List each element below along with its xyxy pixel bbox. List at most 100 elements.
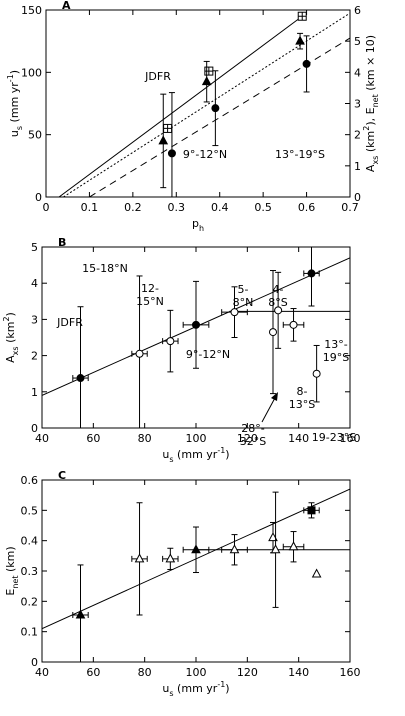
annotation: JDFR — [56, 316, 83, 329]
point — [270, 544, 281, 554]
point — [289, 320, 298, 329]
annotation: 28°- — [241, 422, 264, 435]
fit-line — [58, 15, 303, 197]
point — [135, 349, 144, 358]
y-tick-label: 100 — [21, 66, 42, 79]
annotation: 9°-12°N — [183, 148, 227, 161]
x-tick-label: 40 — [35, 432, 49, 445]
point — [229, 544, 240, 554]
y-axis-label-part: E — [4, 589, 17, 596]
point — [75, 609, 86, 619]
x-axis-label-part: ) — [225, 448, 229, 461]
panel-label: B — [58, 236, 66, 249]
y-axis-label: us (mm yr-1) — [6, 70, 24, 137]
annotation: 13°-19°S — [275, 148, 325, 161]
y-tick-label: 1 — [31, 386, 38, 399]
x-tick-label: 80 — [138, 432, 152, 445]
x-tick-label: 0.4 — [211, 201, 229, 214]
point — [307, 506, 316, 515]
y2-tick-label: 4 — [354, 66, 361, 79]
x-axis-label: ph — [192, 217, 204, 233]
y-tick-label: 0.5 — [21, 504, 39, 517]
x-axis-label-part: s — [169, 455, 173, 464]
y2-axis-label-part: xs — [371, 156, 380, 165]
x-tick-label: 0 — [43, 201, 50, 214]
point — [269, 328, 277, 337]
x-tick-label: 0.7 — [341, 201, 359, 214]
point — [167, 149, 176, 158]
y-tick-label: 4 — [31, 277, 38, 290]
point — [288, 541, 299, 551]
y-axis-label-part: A — [4, 355, 17, 363]
point — [134, 553, 145, 563]
x-axis-label-part: u — [162, 682, 169, 695]
point — [312, 369, 321, 378]
y-axis-label-part: ) — [8, 70, 21, 74]
y2-axis-label-part: (km — [364, 131, 377, 156]
y2-tick-label: 0 — [354, 191, 361, 204]
y-tick-label: 2 — [31, 350, 38, 363]
x-tick-label: 160 — [340, 432, 361, 445]
annotation: 5- — [238, 283, 249, 296]
y-axis-label-part: net — [11, 576, 20, 589]
annotation-arrow — [261, 395, 277, 423]
y-tick-label: 5 — [31, 241, 38, 254]
y-tick-label: 0.1 — [21, 626, 39, 639]
y2-tick-label: 1 — [354, 160, 361, 173]
point — [274, 306, 283, 315]
x-axis-label-part: u — [162, 448, 169, 461]
y-axis-label: Enet (km) — [4, 546, 20, 595]
y2-tick-label: 5 — [354, 35, 361, 48]
annotation: 12- — [141, 282, 159, 295]
y-axis-label-part: (mm yr — [8, 82, 21, 126]
point — [165, 553, 176, 563]
y2-axis-label-part: net — [371, 94, 380, 107]
y-tick-label: 0.4 — [21, 535, 39, 548]
y2-tick-label: 3 — [354, 98, 361, 111]
annotation: 8°S — [268, 296, 287, 309]
y-tick-label: 50 — [28, 129, 42, 142]
point — [302, 59, 311, 68]
annotation-arrowhead — [271, 392, 278, 401]
x-tick-label: 0.2 — [124, 201, 142, 214]
annotation: 19-23°S — [312, 431, 356, 444]
annotation: 4- — [273, 283, 284, 296]
point — [192, 320, 200, 329]
y-axis-label-part: 2 — [2, 316, 11, 321]
x-axis-label-part: (mm yr — [174, 448, 218, 461]
y-axis-label-part: ) — [4, 312, 17, 316]
y-axis-label-part: -1 — [6, 74, 15, 82]
x-axis-label-part: -1 — [217, 680, 225, 689]
y2-axis-label: Axs (km2), Enet (km × 10) — [362, 35, 380, 172]
x-tick-label: 120 — [237, 666, 258, 679]
panel-label: C — [58, 469, 66, 482]
y-axis-label-part: (km — [4, 322, 17, 347]
fit-line — [63, 12, 350, 197]
fit-line — [89, 37, 350, 197]
plot-area — [58, 11, 350, 197]
x-tick-label: 80 — [138, 666, 152, 679]
point — [297, 11, 307, 21]
y-tick-label: 0 — [35, 191, 42, 204]
y-axis-label-part: u — [8, 130, 21, 137]
point — [158, 135, 169, 145]
point — [204, 66, 214, 76]
y2-axis-label-part: A — [364, 164, 377, 172]
y-tick-label: 150 — [21, 4, 42, 17]
annotation: JDFR — [144, 70, 171, 83]
x-axis-label: us (mm yr-1) — [162, 680, 229, 698]
point — [311, 568, 322, 578]
x-tick-label: 0.6 — [298, 201, 316, 214]
annotation: 13°S — [289, 398, 315, 411]
x-tick-label: 100 — [186, 432, 207, 445]
point — [191, 544, 201, 554]
annotation: 9°-12°N — [186, 348, 230, 361]
y-axis-label-part: (km) — [4, 546, 17, 575]
y2-tick-label: 6 — [354, 4, 361, 17]
x-tick-label: 140 — [288, 432, 309, 445]
x-axis-label-part: s — [169, 689, 173, 698]
x-axis-label-part: (mm yr — [174, 682, 218, 695]
point — [163, 123, 173, 133]
x-tick-label: 0.1 — [81, 201, 99, 214]
